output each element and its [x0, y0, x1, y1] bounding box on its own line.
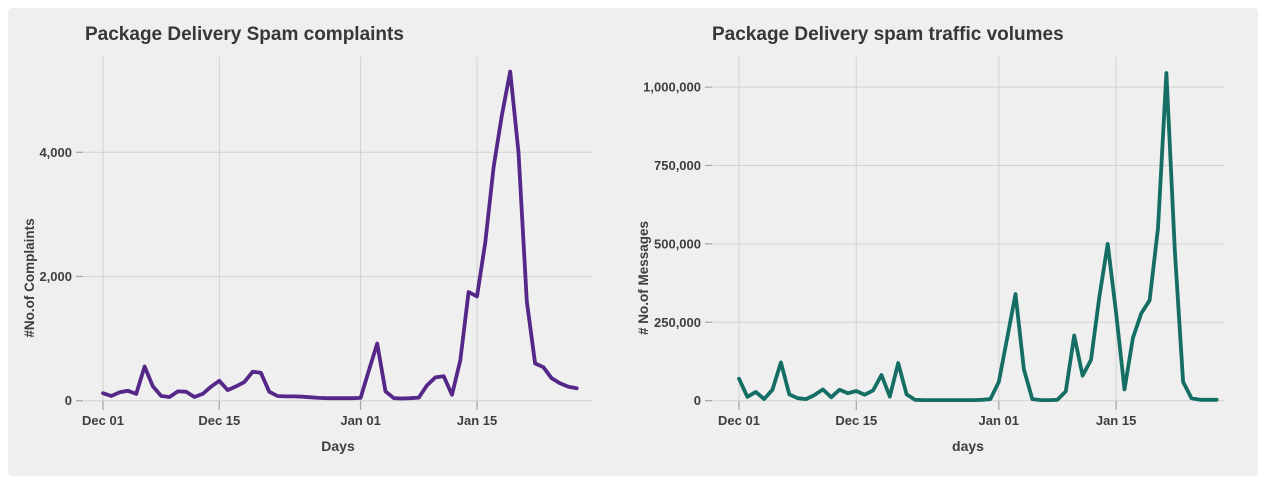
- y-tick-label: 500,000: [654, 236, 701, 251]
- x-tick-label: Jan 01: [979, 413, 1019, 428]
- figure-canvas: [8, 8, 1258, 476]
- x-tick-label: Dec 01: [718, 413, 760, 428]
- y-tick-label: 250,000: [654, 315, 701, 330]
- traffic-chart-title: Package Delivery spam traffic volumes: [712, 24, 1064, 45]
- y-tick-label: 1,000,000: [643, 80, 701, 95]
- y-tick-label: 0: [694, 393, 701, 408]
- complaints-line: [101, 69, 579, 401]
- messages-line: [737, 71, 1219, 403]
- x-tick-label: Dec 15: [198, 413, 240, 428]
- complaints-chart-title: Package Delivery Spam complaints: [85, 24, 404, 45]
- x-tick-label: Jan 15: [457, 413, 497, 428]
- messages-chart: 0 250,000 500,000 750,000 1,000,000 Dec 01 Dec…: [643, 57, 1224, 428]
- x-tick-label: Jan 15: [1096, 413, 1136, 428]
- x-tick-label: Jan 01: [340, 413, 380, 428]
- y-tick-label: 4,000: [39, 145, 72, 160]
- y-tick-label: 2,000: [39, 269, 72, 284]
- traffic-y-axis-title: # No.of Messages: [636, 220, 651, 336]
- y-tick-label: 0: [65, 393, 72, 408]
- x-tick-label: Dec 01: [82, 413, 124, 428]
- y-tick-label: 750,000: [654, 158, 701, 173]
- traffic-x-axis-title: days: [952, 438, 984, 454]
- complaints-y-axis-title: #No.of Complaints: [22, 218, 37, 338]
- complaints-chart: 0 2,000 4,000 Dec 01 Dec 15 Jan 01 Jan 15: [39, 57, 592, 428]
- complaints-x-axis-title: Days: [321, 438, 355, 454]
- x-tick-label: Dec 15: [835, 413, 877, 428]
